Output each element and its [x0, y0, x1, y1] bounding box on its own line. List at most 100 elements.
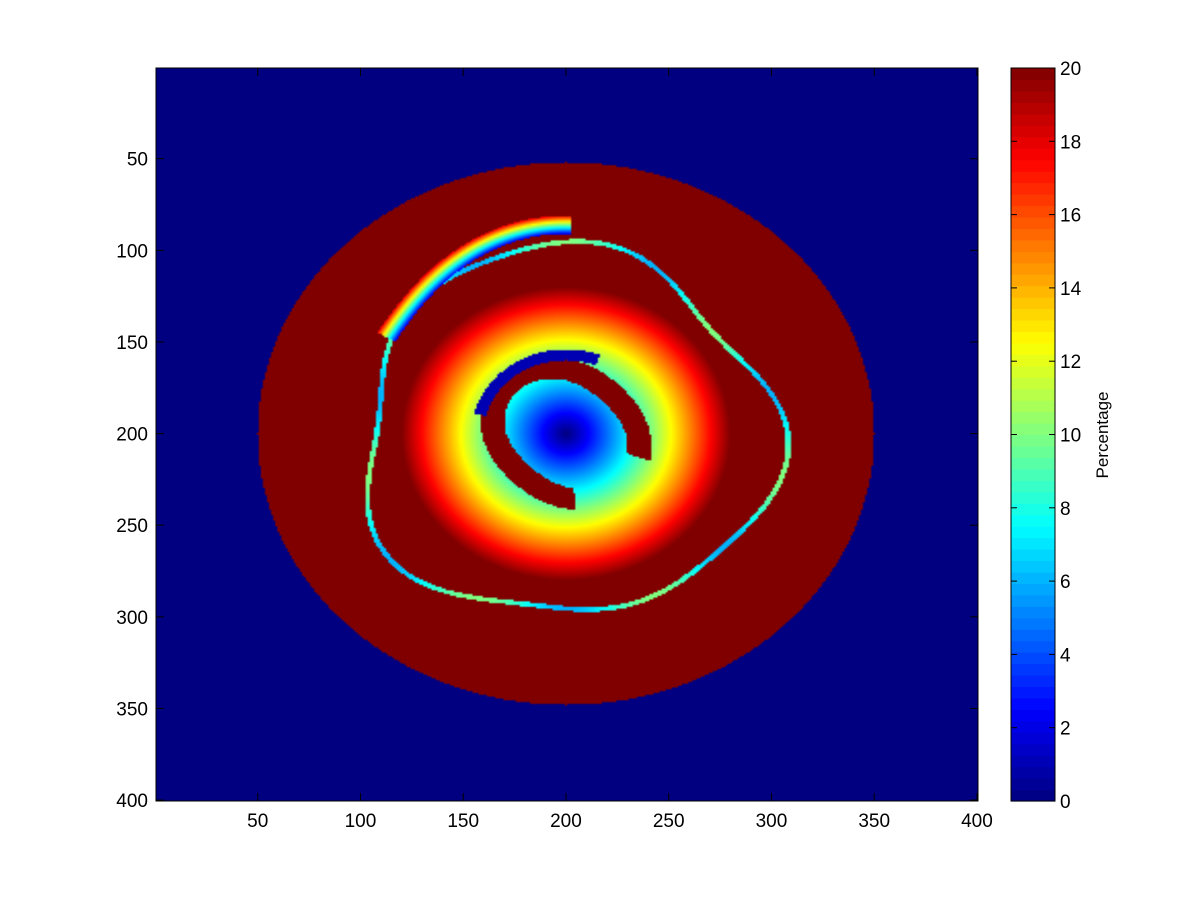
colorbar-swatch: [1011, 297, 1055, 310]
colorbar-swatch: [1011, 663, 1055, 676]
colorbar-swatch: [1011, 571, 1055, 584]
y-tick-label: 200: [116, 425, 148, 446]
axes: [155, 67, 979, 802]
colorbar-swatch: [1011, 640, 1055, 653]
colorbar-swatch: [1011, 468, 1055, 481]
colorbar-swatch: [1011, 709, 1055, 722]
colorbar: 0 2 4 6 8 10 12 14 16 18 20: [1010, 59, 1082, 813]
y-axis-ticks: 50 100 150 200 250 300 350 400: [116, 150, 978, 812]
colorbar-swatch: [1011, 617, 1055, 630]
colorbar-swatch: [1011, 514, 1055, 527]
colorbar-swatch: [1011, 262, 1055, 275]
y-tick-label: 300: [116, 608, 148, 629]
colorbar-swatch: [1011, 411, 1055, 424]
colorbar-swatch: [1011, 423, 1055, 436]
colorbar-swatch: [1011, 789, 1055, 802]
colorbar-swatch: [1011, 652, 1055, 665]
y-tick-label: 400: [116, 791, 148, 812]
colorbar-tick-label: 10: [1060, 426, 1081, 447]
colorbar-swatch: [1011, 228, 1055, 241]
colorbar-swatch: [1011, 755, 1055, 768]
colorbar-tick-label: 16: [1060, 206, 1081, 227]
colorbar-tick-label: 0: [1060, 792, 1071, 813]
colorbar-tick-label: 8: [1060, 499, 1071, 520]
colorbar-swatch: [1011, 148, 1055, 161]
colorbar-swatch: [1011, 182, 1055, 195]
x-tick-label: 200: [550, 811, 582, 832]
colorbar-swatch: [1011, 743, 1055, 756]
colorbar-swatch: [1011, 480, 1055, 493]
colorbar-swatch: [1011, 331, 1055, 344]
colorbar-swatch: [1011, 445, 1055, 459]
colorbar-swatch: [1011, 697, 1055, 710]
colorbar-swatch: [1011, 594, 1055, 607]
colorbar-swatch: [1011, 457, 1055, 470]
colorbar-swatch: [1011, 113, 1055, 126]
colorbar-swatch: [1011, 319, 1055, 333]
x-tick-label: 250: [653, 811, 685, 832]
colorbar-swatch: [1011, 537, 1055, 550]
colorbar-swatch: [1011, 159, 1055, 172]
colorbar-swatch: [1011, 102, 1055, 115]
colorbar-swatch: [1011, 388, 1055, 401]
colorbar-swatch: [1011, 365, 1055, 378]
colorbar-swatch: [1011, 216, 1055, 229]
colorbar-swatch: [1011, 583, 1055, 596]
x-axis-ticks: 50 100 150 200 250 300 350 400: [247, 68, 993, 832]
colorbar-swatch: [1011, 193, 1055, 207]
y-tick-label: 250: [116, 516, 148, 537]
colorbar-swatch: [1011, 125, 1055, 138]
plot-frame: [155, 67, 979, 802]
colorbar-swatch: [1011, 491, 1055, 504]
colorbar-swatch: [1011, 171, 1055, 184]
colorbar-swatch: [1011, 560, 1055, 573]
colorbar-swatch: [1011, 720, 1055, 733]
colorbar-tick-label: 20: [1060, 59, 1081, 80]
y-tick-label: 100: [116, 241, 148, 262]
colorbar-swatch: [1011, 549, 1055, 562]
colorbar-swatch: [1011, 778, 1055, 791]
colorbar-swatch: [1011, 606, 1055, 619]
y-tick-label: 350: [116, 699, 148, 720]
colorbar-label: Percentage: [1093, 392, 1112, 479]
colorbar-swatch: [1011, 90, 1055, 103]
colorbar-swatch: [1011, 79, 1055, 92]
colorbar-swatch: [1011, 400, 1055, 413]
x-tick-label: 50: [247, 811, 268, 832]
colorbar-swatch: [1011, 526, 1055, 539]
colorbar-swatch: [1011, 434, 1055, 447]
colorbar-swatch: [1011, 503, 1055, 516]
colorbar-swatch: [1011, 251, 1055, 264]
y-tick-label: 150: [116, 333, 148, 354]
colorbar-tick-label: 14: [1060, 279, 1082, 300]
colorbar-swatch: [1011, 686, 1055, 699]
x-tick-label: 150: [447, 811, 479, 832]
colorbar-tick-label: 18: [1060, 132, 1081, 153]
colorbar-swatch: [1011, 68, 1055, 81]
colorbar-swatch: [1011, 274, 1055, 287]
heatmap-image: [156, 68, 978, 801]
colorbar-swatch: [1011, 377, 1055, 390]
colorbar-tick-label: 4: [1060, 645, 1071, 666]
colorbar-swatch: [1011, 766, 1055, 779]
colorbar-swatch: [1011, 629, 1055, 642]
colorbar-swatch: [1011, 732, 1055, 745]
x-tick-label: 400: [961, 811, 993, 832]
colorbar-swatch: [1011, 205, 1055, 218]
y-tick-label: 50: [127, 150, 148, 171]
colorbar-swatch: [1011, 136, 1055, 149]
x-tick-label: 350: [858, 811, 890, 832]
colorbar-swatch: [1011, 675, 1055, 688]
colorbar-swatch: [1011, 342, 1055, 355]
x-tick-label: 100: [345, 811, 377, 832]
colorbar-tick-label: 6: [1060, 572, 1071, 593]
colorbar-swatch: [1011, 239, 1055, 252]
colorbar-swatch: [1011, 285, 1055, 298]
colorbar-swatch: [1011, 308, 1055, 321]
colorbar-swatch: [1011, 354, 1055, 367]
heatmap-cells: [156, 68, 978, 801]
colorbar-tick-label: 2: [1060, 719, 1071, 740]
x-tick-label: 300: [756, 811, 788, 832]
